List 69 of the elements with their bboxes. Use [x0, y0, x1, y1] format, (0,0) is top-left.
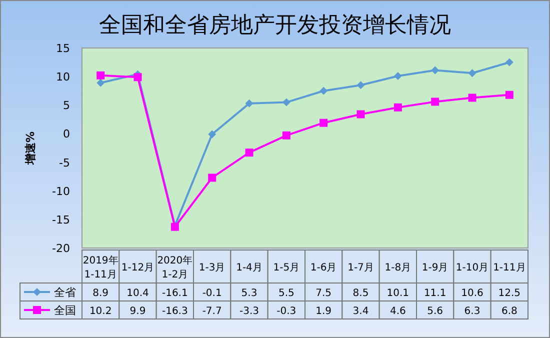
point	[394, 72, 402, 80]
x-tick-label: 1-7月	[348, 262, 374, 274]
data-label: 10.6	[461, 288, 484, 299]
data-label: 5.6	[427, 306, 444, 317]
data-label: 4.6	[390, 306, 406, 317]
y-tick-label: -20	[52, 242, 70, 255]
chart-title: 全国和全省房地产开发投资增长情况	[99, 13, 451, 38]
data-label: -16.3	[162, 306, 188, 317]
data-label: -16.1	[162, 288, 188, 299]
x-tick-label: 1-8月	[384, 262, 412, 274]
y-tick-label: 0	[63, 128, 70, 141]
point	[96, 71, 105, 80]
point	[356, 110, 365, 118]
x-tick-label: 2020年 1-2月	[157, 254, 193, 280]
point	[208, 130, 216, 138]
point	[245, 148, 254, 157]
point	[468, 69, 476, 78]
x-tick-label: 1-11月	[493, 262, 526, 274]
x-tick-label: 1-3月	[198, 262, 226, 274]
point	[505, 58, 514, 66]
point	[96, 78, 105, 87]
point	[356, 81, 365, 90]
point	[320, 86, 328, 95]
data-label: 6.8	[501, 306, 518, 317]
data-label: 3.4	[352, 306, 369, 317]
y-tick-label: -5	[59, 156, 70, 170]
data-label: 8.9	[92, 288, 109, 299]
data-label: 10.4	[126, 288, 149, 299]
point	[282, 98, 290, 106]
point	[282, 131, 290, 140]
data-label: -7.7	[202, 306, 222, 317]
data-label: 5.3	[241, 288, 258, 299]
point	[431, 66, 440, 74]
x-tick-label: 1-4月	[236, 262, 262, 274]
point	[468, 94, 476, 102]
data-label: 5.5	[278, 288, 294, 299]
x-tick-label: 1-12月	[121, 262, 154, 274]
x-tick-label: 1-9月	[422, 262, 448, 274]
y-tick-label: 10	[56, 70, 70, 84]
x-tick-label: 1-10月	[456, 262, 489, 274]
data-label: 8.5	[352, 288, 369, 299]
point	[208, 174, 216, 182]
y-axis-title: 增速%	[24, 131, 37, 166]
point	[134, 73, 142, 82]
point	[394, 103, 402, 112]
x-tick-label: 1-6月	[310, 262, 337, 274]
data-label: 10.1	[386, 288, 410, 299]
data-label: 7.5	[316, 288, 332, 299]
y-tick-label: 15	[56, 42, 70, 55]
data-label: -0.3	[276, 306, 296, 317]
data-label: 9.9	[130, 306, 146, 317]
data-label: 11.1	[424, 288, 446, 299]
data-label: 6.3	[464, 306, 480, 317]
point	[320, 118, 328, 127]
y-tick-label: -10	[52, 184, 70, 198]
x-tick-label: 1-5月	[273, 262, 300, 274]
legend-label: 全省	[54, 286, 76, 299]
data-label: 12.5	[498, 288, 521, 299]
data-label: 10.2	[89, 306, 112, 317]
y-tick-label: 5	[63, 99, 70, 112]
point	[505, 90, 514, 99]
point	[431, 98, 440, 106]
data-label: 1.9	[316, 306, 332, 317]
data-label: -3.3	[239, 306, 260, 317]
y-tick-label: -15	[52, 213, 70, 226]
data-label: -0.1	[202, 288, 222, 299]
legend-label: 全国	[54, 304, 76, 317]
x-tick-label: 2019年 1-11月	[82, 254, 118, 280]
point	[245, 99, 254, 108]
